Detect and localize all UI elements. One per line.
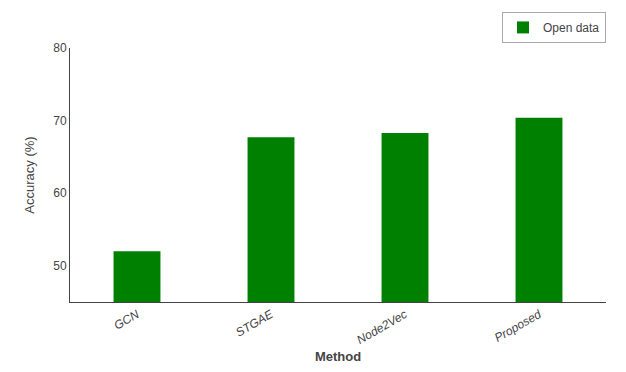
svg-text:Node2Vec: Node2Vec [354,307,409,347]
svg-text:Proposed: Proposed [492,307,544,345]
svg-text:GCN: GCN [111,307,141,333]
svg-text:Method: Method [315,349,361,364]
svg-text:STGAE: STGAE [233,307,276,340]
svg-text:50: 50 [53,259,67,273]
svg-text:80: 80 [53,41,67,55]
svg-text:Accuracy (%): Accuracy (%) [22,136,37,213]
svg-text:Open data: Open data [543,21,599,35]
svg-text:60: 60 [53,186,67,200]
svg-text:70: 70 [53,114,67,128]
